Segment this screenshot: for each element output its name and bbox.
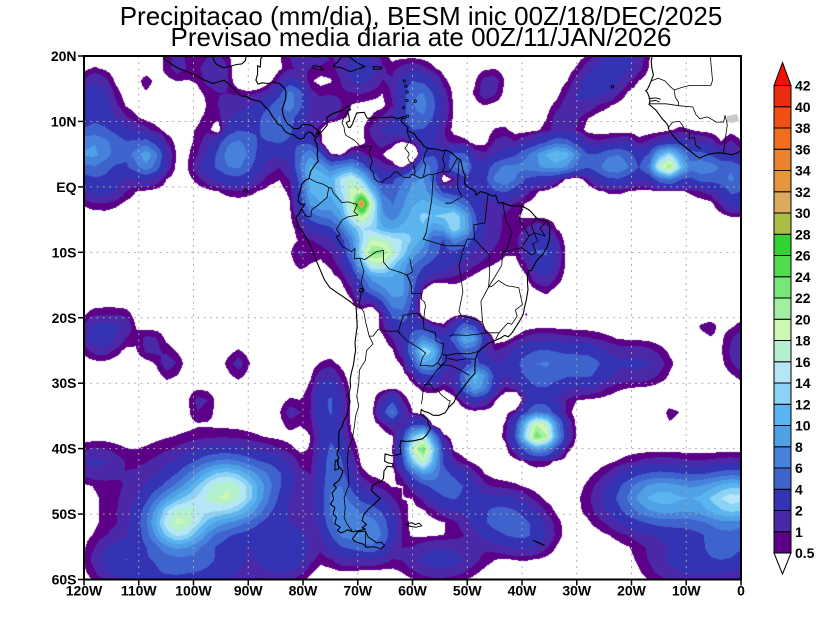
svg-text:10W: 10W [672,583,702,599]
svg-text:40S: 40S [52,441,77,457]
svg-text:0: 0 [737,583,745,599]
svg-text:28: 28 [795,226,811,242]
svg-text:1: 1 [795,524,803,540]
svg-text:EQ: EQ [56,179,76,195]
svg-text:6: 6 [795,460,803,476]
svg-text:20N: 20N [51,48,77,64]
svg-text:10N: 10N [51,113,77,129]
svg-text:Previsao media diaria ate 00Z/: Previsao media diaria ate 00Z/11/JAN/202… [170,22,671,52]
svg-text:40W: 40W [508,583,538,599]
svg-text:20: 20 [795,311,811,327]
svg-text:10: 10 [795,418,811,434]
svg-text:0.5: 0.5 [795,545,815,561]
svg-text:70W: 70W [343,583,373,599]
svg-text:32: 32 [795,184,811,200]
svg-text:4: 4 [795,481,803,497]
svg-text:30: 30 [795,205,811,221]
svg-text:30W: 30W [562,583,592,599]
svg-text:110W: 110W [121,583,158,599]
svg-text:20W: 20W [617,583,647,599]
svg-text:16: 16 [795,354,811,370]
svg-text:120W: 120W [66,583,103,599]
svg-text:50W: 50W [453,583,483,599]
svg-text:40: 40 [795,99,811,115]
svg-text:8: 8 [795,439,803,455]
svg-text:20S: 20S [52,310,77,326]
svg-text:42: 42 [795,78,811,94]
svg-text:14: 14 [795,375,811,391]
svg-text:34: 34 [795,163,811,179]
svg-text:80W: 80W [289,583,319,599]
svg-text:26: 26 [795,248,811,264]
svg-text:12: 12 [795,396,811,412]
svg-text:2: 2 [795,503,803,519]
svg-text:22: 22 [795,290,811,306]
svg-text:36: 36 [795,141,811,157]
svg-text:100W: 100W [175,583,212,599]
svg-text:38: 38 [795,120,811,136]
svg-text:90W: 90W [234,583,264,599]
svg-text:24: 24 [795,269,811,285]
svg-text:10S: 10S [52,244,77,260]
svg-text:30S: 30S [52,375,77,391]
svg-text:18: 18 [795,333,811,349]
svg-text:60W: 60W [398,583,428,599]
svg-text:Precipitacao (mm/dia), BESM in: Precipitacao (mm/dia), BESM inic 00Z/18/… [120,1,723,31]
svg-text:60S: 60S [52,572,77,588]
svg-text:50S: 50S [52,506,77,522]
